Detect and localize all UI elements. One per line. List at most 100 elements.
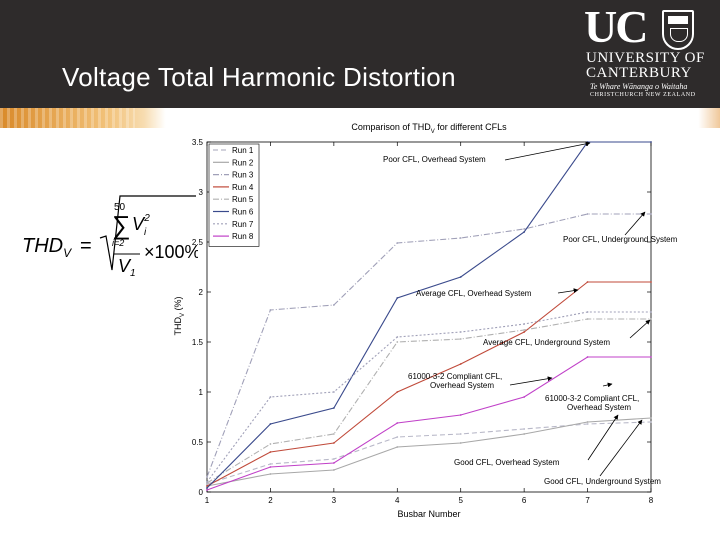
data-point: [332, 458, 335, 460]
data-point: [269, 451, 272, 453]
data-point: [523, 228, 526, 230]
formula-sum-upper: 50: [114, 202, 126, 213]
data-point: [523, 331, 526, 333]
annotation-label-compliant-overhead: Overhead System: [430, 381, 494, 390]
annotation-arrow-compliant-overhead: [509, 376, 553, 386]
formula-lhs-sub: V: [63, 246, 72, 260]
data-point: [523, 329, 526, 331]
data-point: [396, 242, 399, 244]
slide-header: [0, 0, 720, 108]
data-point: [269, 423, 272, 425]
annotation-arrow-good-overhead: [587, 414, 619, 461]
data-point: [650, 421, 652, 423]
header-stripe-texture: [0, 108, 135, 128]
annotation-label-avg-overhead: Average CFL, Overhead System: [416, 289, 532, 298]
data-point: [459, 331, 462, 333]
data-point: [206, 485, 208, 487]
series-line-run-4: [206, 281, 651, 487]
formula-factor: ×100%: [144, 242, 198, 262]
annotation-label-compliant-overhead: 61000-3-2 Compliant CFL,: [408, 372, 502, 381]
annotation-arrow-compliant-underground: [602, 382, 613, 388]
y-tick-label: 2: [199, 288, 204, 297]
data-point: [650, 417, 652, 419]
chart-title: Comparison of THDV for different CFLs: [351, 122, 507, 135]
data-point: [396, 436, 399, 438]
x-tick-label: 4: [395, 496, 400, 505]
thd-formula: THDV = 50 ∑ i=2 Vi2 V1 ×100%: [22, 195, 198, 279]
formula-lhs: THD: [22, 235, 63, 257]
y-tick-label: 1.5: [192, 338, 204, 347]
y-axis-label: THDV (%): [173, 296, 186, 335]
data-point: [206, 481, 208, 483]
data-point: [650, 356, 652, 358]
y-tick-label: 2.5: [192, 238, 204, 247]
x-tick-label: 1: [205, 496, 210, 505]
legend-label: Run 8: [232, 232, 254, 241]
legend-label: Run 3: [232, 171, 254, 180]
data-point: [206, 476, 208, 478]
data-point: [586, 213, 589, 215]
legend-label: Run 5: [232, 195, 254, 204]
data-point: [396, 391, 399, 393]
data-point: [650, 141, 652, 143]
logo-line-3: Te Whare Wānanga o Waitaha: [590, 82, 688, 91]
data-point: [586, 141, 589, 143]
svg-text:Vi2: Vi 2: [132, 213, 150, 238]
annotation-label-compliant-underground: 61000-3-2 Compliant CFL,: [545, 394, 639, 403]
series-line-run-2: [206, 417, 652, 487]
legend-label: Run 6: [232, 208, 254, 217]
data-point: [459, 414, 462, 416]
data-point: [523, 323, 526, 325]
formula-term-sub: i: [144, 227, 147, 238]
data-point: [396, 446, 399, 448]
y-tick-label: 3.5: [192, 138, 204, 147]
data-point: [396, 341, 399, 343]
data-point: [332, 304, 335, 306]
logo-line-2: CANTERBURY: [586, 65, 692, 81]
legend-label: Run 1: [232, 146, 254, 155]
svg-text:∑: ∑: [112, 210, 131, 240]
annotation-arrow-avg-overhead: [557, 288, 579, 294]
data-point: [206, 489, 208, 491]
data-point: [523, 231, 526, 233]
formula-term: V: [132, 214, 146, 234]
series-line-run-3: [206, 213, 651, 478]
header-stripe: [0, 108, 720, 128]
x-axis-label: Busbar Number: [397, 509, 460, 519]
data-point: [586, 356, 589, 358]
university-crest-icon: [662, 10, 694, 50]
formula-denom: V: [118, 256, 132, 276]
annotation-label-poor-underground: Poor CFL, Underground System: [563, 235, 678, 244]
logo-mark: UC: [584, 1, 648, 52]
data-point: [332, 391, 335, 393]
data-point: [650, 318, 652, 320]
data-point: [523, 433, 526, 435]
annotation-label-compliant-underground: Overhead System: [567, 403, 631, 412]
x-tick-label: 5: [458, 496, 463, 505]
data-point: [586, 423, 589, 425]
data-point: [396, 336, 399, 338]
data-point: [459, 442, 462, 444]
data-point: [459, 433, 462, 435]
data-point: [586, 318, 589, 320]
data-point: [459, 276, 462, 278]
data-point: [396, 422, 399, 424]
data-point: [332, 462, 335, 464]
x-tick-label: 2: [268, 496, 273, 505]
formula-denom-sub: 1: [130, 268, 136, 279]
data-point: [650, 311, 652, 313]
formula-sum-lower: i=2: [112, 238, 124, 248]
series-line-run-8: [206, 356, 651, 491]
annotation-label-good-underground: Good CFL, Underground System: [544, 477, 661, 486]
data-point: [269, 443, 272, 445]
data-point: [269, 466, 272, 468]
data-point: [332, 469, 335, 471]
data-point: [332, 407, 335, 409]
y-tick-label: 1: [199, 388, 204, 397]
y-tick-label: 3: [199, 188, 204, 197]
formula-root-sign: [99, 195, 196, 271]
data-point: [586, 311, 589, 313]
annotation-label-poor-overhead: Poor CFL, Overhead System: [383, 155, 486, 164]
x-tick-label: 7: [585, 496, 590, 505]
